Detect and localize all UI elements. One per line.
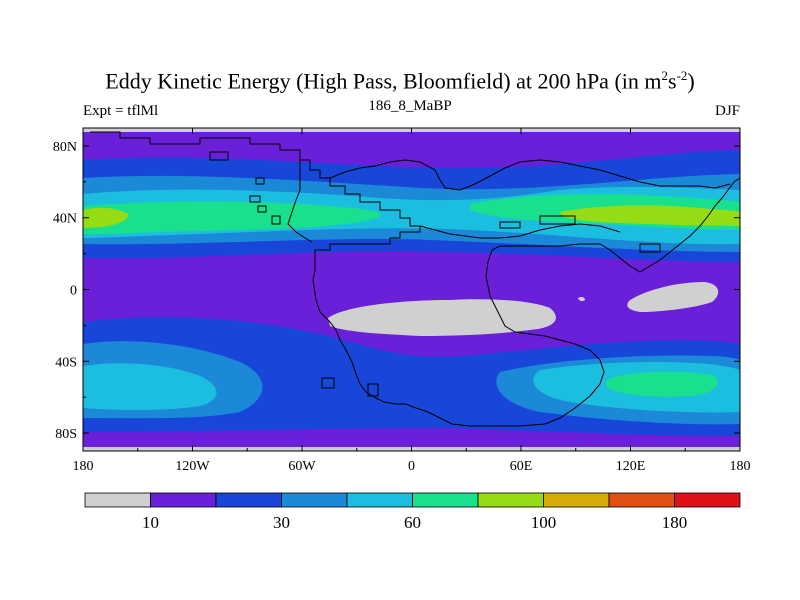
y-tick-label: 40S <box>55 355 77 370</box>
field-band-green-south <box>605 371 718 397</box>
y-tick-label: 80N <box>53 140 77 155</box>
x-tick-label: 60E <box>510 459 533 474</box>
colorbar-label: 180 <box>662 513 688 532</box>
colorbar-swatch <box>412 492 479 508</box>
experiment-label: Expt = tflMl <box>83 103 159 119</box>
field-band-yellowgreen-pacific <box>560 205 740 226</box>
colorbar-label: 30 <box>273 513 290 532</box>
y-tick-label: 0 <box>70 284 77 299</box>
coastlines <box>90 131 741 427</box>
season-label: DJF <box>714 103 740 119</box>
colorbar-label: 60 <box>404 513 421 532</box>
field-spot-pacific <box>140 325 164 333</box>
colorbar-swatch <box>674 492 741 508</box>
x-tick-label: 60W <box>288 459 316 474</box>
x-tick-label: 180 <box>73 459 94 474</box>
colorbar-label: 100 <box>531 513 557 532</box>
colorbar-swatch <box>150 492 217 508</box>
field-low-speck <box>578 296 585 302</box>
colorbar: 10 30 60 100 180 <box>84 492 741 532</box>
x-tick-label: 120E <box>616 459 646 474</box>
colorbar-swatch <box>608 492 675 508</box>
plot-area <box>82 127 741 452</box>
x-tick-label: 180 <box>730 459 751 474</box>
field-band-green-atlantic <box>83 201 382 234</box>
field-low-tropical-pacific <box>627 282 719 312</box>
x-tick-label: 0 <box>408 459 415 474</box>
field-band-cyan-south-west <box>83 363 217 410</box>
colorbar-swatch <box>84 492 151 508</box>
x-tick-label: 120W <box>175 459 210 474</box>
colorbar-swatch <box>477 492 544 508</box>
field-band-yellowgreen-west <box>83 207 129 228</box>
y-tick-label: 40N <box>53 212 77 227</box>
chart-title: Eddy Kinetic Energy (High Pass, Bloomfie… <box>105 68 695 94</box>
axis-ticks: 180 120W 60W 0 60E 120E 180 80N 40N 0 40S 80S <box>53 128 751 474</box>
field-low-tropical-atlantic <box>328 299 556 336</box>
y-tick-label: 80S <box>55 427 77 442</box>
run-label: 186_8_MaBP <box>368 98 452 114</box>
colorbar-label: 10 <box>142 513 159 532</box>
colorbar-swatch <box>215 492 282 508</box>
colorbar-swatch <box>346 492 413 508</box>
colorbar-swatch <box>543 492 610 508</box>
colorbar-swatch <box>281 492 348 508</box>
